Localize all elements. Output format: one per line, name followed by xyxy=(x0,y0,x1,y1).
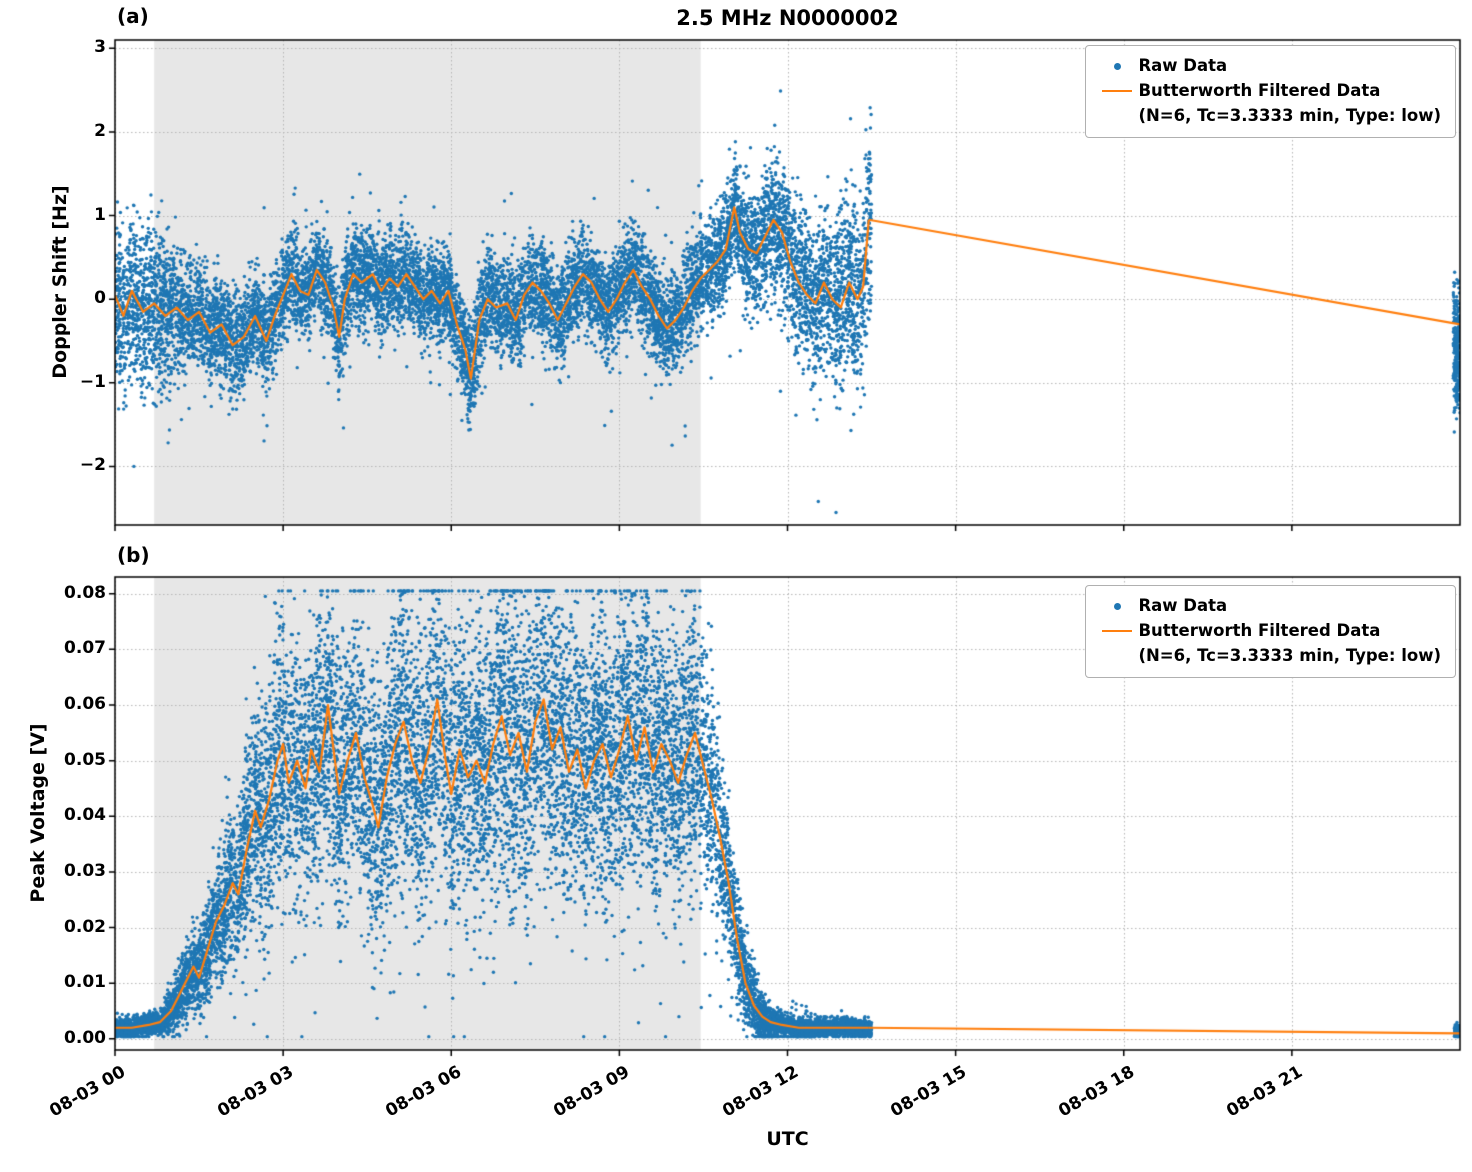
legend-filtered-label: Butterworth Filtered Data xyxy=(1138,620,1381,640)
y-tick-label: 3 xyxy=(94,37,106,58)
legend-row-filtered: Butterworth Filtered Data xyxy=(1096,79,1441,104)
x-axis-label: UTC xyxy=(766,1128,809,1150)
legend-panel-a: Raw Data Butterworth Filtered Data (N=6,… xyxy=(1085,45,1456,139)
figure-title: 2.5 MHz N0000002 xyxy=(676,6,899,30)
legend-filtered-label: Butterworth Filtered Data xyxy=(1138,80,1381,100)
y-tick-label: 0.06 xyxy=(64,693,106,714)
panel-a-label: (a) xyxy=(117,4,149,28)
legend-panel-b: Raw Data Butterworth Filtered Data (N=6,… xyxy=(1085,585,1456,679)
legend-raw-label: Raw Data xyxy=(1138,596,1228,615)
y-tick-label: 0.01 xyxy=(64,972,106,993)
filtered-line-marker xyxy=(1096,630,1138,633)
legend-filtered-sublabel: (N=6, Tc=3.3333 min, Type: low) xyxy=(1138,645,1441,665)
legend-row-raw: Raw Data xyxy=(1096,54,1441,79)
y-tick-label: −2 xyxy=(79,455,106,476)
legend-row-raw: Raw Data xyxy=(1096,594,1441,619)
y-tick-label: 0.07 xyxy=(64,638,106,659)
legend-raw-label: Raw Data xyxy=(1138,56,1228,75)
y-tick-label: 0.03 xyxy=(64,860,106,881)
y-axis-label-doppler: Doppler Shift [Hz] xyxy=(49,185,71,379)
raw-data-marker xyxy=(1096,602,1138,610)
y-axis-label-voltage: Peak Voltage [V] xyxy=(27,723,49,903)
y-tick-label: 0.02 xyxy=(64,916,106,937)
y-tick-label: −1 xyxy=(79,371,106,392)
y-tick-label: 0.00 xyxy=(64,1027,106,1048)
panel-b-label: (b) xyxy=(117,543,150,567)
y-tick-label: 0.04 xyxy=(64,805,106,826)
legend-filtered-sublabel: (N=6, Tc=3.3333 min, Type: low) xyxy=(1138,105,1441,125)
legend-row-filtered: Butterworth Filtered Data xyxy=(1096,619,1441,644)
y-tick-label: 0 xyxy=(94,288,106,309)
y-tick-label: 0.05 xyxy=(64,749,106,770)
raw-data-marker xyxy=(1096,62,1138,70)
filtered-line-marker xyxy=(1096,90,1138,93)
y-tick-label: 2 xyxy=(94,120,106,141)
y-tick-label: 0.08 xyxy=(64,582,106,603)
y-tick-label: 1 xyxy=(94,204,106,225)
